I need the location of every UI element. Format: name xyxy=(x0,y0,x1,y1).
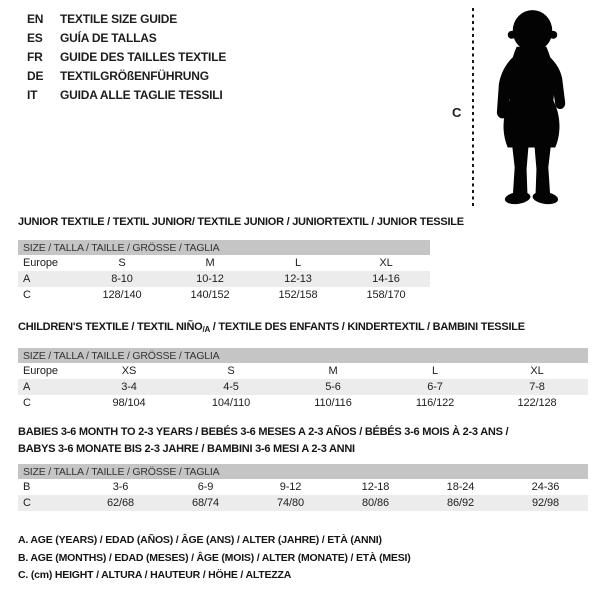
language-label: TEXTILE SIZE GUIDE xyxy=(60,11,178,26)
size-cell: S xyxy=(118,257,126,269)
height-cell: 140/152 xyxy=(190,289,230,301)
language-code: EN xyxy=(27,11,44,26)
age-cell: 6-7 xyxy=(427,381,443,393)
language-row-it: IT GUIDA ALLE TAGLIE TESSILI xyxy=(27,85,226,104)
height-cell: 86/92 xyxy=(446,497,475,509)
language-code: IT xyxy=(27,87,38,102)
height-measure-label: C xyxy=(452,105,462,120)
row-label: A xyxy=(23,381,31,393)
table-row-age: A 8-10 10-12 12-13 14-16 xyxy=(18,271,430,287)
table-row-height: C 62/68 68/74 74/80 80/86 86/92 92/98 xyxy=(18,495,588,511)
language-code: ES xyxy=(27,30,43,45)
size-cell: S xyxy=(227,365,235,377)
size-cell: XL xyxy=(530,365,544,377)
size-cell: XL xyxy=(379,257,393,269)
babies-title-line2: BABYS 3-6 MONATE BIS 2-3 JAHRE / BAMBINI… xyxy=(18,443,355,455)
height-cell: 92/98 xyxy=(531,497,560,509)
height-cell: 158/170 xyxy=(366,289,406,301)
height-cell: 110/116 xyxy=(314,397,352,409)
row-label: B xyxy=(23,481,31,493)
height-cell: 152/158 xyxy=(278,289,318,301)
table-row-age-months: B 3-6 6-9 9-12 12-18 18-24 24-36 xyxy=(18,479,588,495)
language-row-es: ES GUÍA DE TALLAS xyxy=(27,28,226,47)
age-cell: 10-12 xyxy=(196,273,224,285)
row-label: Europe xyxy=(23,365,58,377)
age-cell: 9-12 xyxy=(279,481,302,493)
junior-table-title: JUNIOR TEXTILE / TEXTIL JUNIOR/ TEXTILE … xyxy=(18,216,464,228)
footnotes: A. AGE (YEARS) / EDAD (AÑOS) / ÂGE (ANS)… xyxy=(18,532,411,585)
height-cell: 62/68 xyxy=(106,497,135,509)
age-cell: 7-8 xyxy=(529,381,545,393)
table-row-height: C 98/104 104/110 110/116 116/122 122/128 xyxy=(18,395,588,411)
size-header-row: SIZE / TALLA / TAILLE / GRÖSSE / TAGLIA xyxy=(18,348,588,363)
height-cell: 116/122 xyxy=(415,397,455,409)
table-row-europe: Europe XS S M L XL xyxy=(18,363,588,379)
age-cell: 12-13 xyxy=(284,273,312,285)
age-cell: 6-9 xyxy=(197,481,214,493)
size-cell: L xyxy=(294,257,302,269)
children-table-title: CHILDREN'S TEXTILE / TEXTIL NIÑO/A / TEX… xyxy=(18,321,525,334)
language-row-de: DE TEXTILGRÖßENFÜHRUNG xyxy=(27,66,226,85)
language-code: DE xyxy=(27,68,44,83)
babies-size-table: SIZE / TALLA / TAILLE / GRÖSSE / TAGLIA … xyxy=(18,464,588,511)
language-row-fr: FR GUIDE DES TAILLES TEXTILE xyxy=(27,47,226,66)
row-label: Europe xyxy=(23,257,58,269)
age-cell: 14-16 xyxy=(372,273,400,285)
height-cell: 98/104 xyxy=(112,397,146,409)
table-row-age: A 3-4 4-5 5-6 6-7 7-8 xyxy=(18,379,588,395)
age-cell: 12-18 xyxy=(361,481,390,493)
language-label: GUIDE DES TAILLES TEXTILE xyxy=(60,49,227,64)
footnote-age-months: B. AGE (MONTHS) / EDAD (MESES) / ÂGE (MO… xyxy=(18,551,411,564)
toddler-silhouette-icon xyxy=(496,10,566,205)
age-cell: 4-5 xyxy=(223,381,239,393)
language-label: TEXTILGRÖßENFÜHRUNG xyxy=(60,68,209,83)
age-cell: 24-36 xyxy=(531,481,560,493)
children-title-text: / TEXTILE DES ENFANTS / KINDERTEXTIL / B… xyxy=(209,321,525,333)
junior-size-table: SIZE / TALLA / TAILLE / GRÖSSE / TAGLIA … xyxy=(18,240,430,303)
footnote-age-years: A. AGE (YEARS) / EDAD (AÑOS) / ÂGE (ANS)… xyxy=(18,534,382,546)
height-cell: 80/86 xyxy=(361,497,390,509)
size-cell: M xyxy=(328,365,338,377)
height-measure-dotted-line xyxy=(472,8,474,208)
age-cell: 18-24 xyxy=(446,481,475,493)
age-cell: 8-10 xyxy=(111,273,133,285)
height-cell: 68/74 xyxy=(191,497,220,509)
language-list: EN TEXTILE SIZE GUIDE ES GUÍA DE TALLAS … xyxy=(27,9,226,104)
age-cell: 3-6 xyxy=(112,481,129,493)
children-title-text: CHILDREN'S TEXTILE / TEXTIL NIÑO xyxy=(18,321,203,333)
language-label: GUÍA DE TALLAS xyxy=(60,30,157,45)
height-cell: 128/140 xyxy=(102,289,142,301)
age-cell: 5-6 xyxy=(325,381,341,393)
children-title-subscript: /A xyxy=(202,325,210,334)
row-label: C xyxy=(23,397,31,409)
language-label: GUIDA ALLE TAGLIE TESSILI xyxy=(60,87,223,102)
height-cell: 122/128 xyxy=(517,397,557,409)
row-label: C xyxy=(23,289,31,301)
row-label: C xyxy=(23,497,31,509)
size-header-row: SIZE / TALLA / TAILLE / GRÖSSE / TAGLIA xyxy=(18,240,430,255)
footnote-height-cm: C. (cm) HEIGHT / ALTURA / HAUTEUR / HÖHE… xyxy=(18,569,292,581)
language-row-en: EN TEXTILE SIZE GUIDE xyxy=(27,9,226,28)
size-cell: XS xyxy=(121,365,137,377)
children-size-table: SIZE / TALLA / TAILLE / GRÖSSE / TAGLIA … xyxy=(18,348,588,411)
row-label: A xyxy=(23,273,31,285)
size-cell: L xyxy=(431,365,439,377)
babies-table-title: BABIES 3-6 MONTH TO 2-3 YEARS / BEBÉS 3-… xyxy=(18,424,509,458)
babies-title-line1: BABIES 3-6 MONTH TO 2-3 YEARS / BEBÉS 3-… xyxy=(18,426,509,438)
size-header-row: SIZE / TALLA / TAILLE / GRÖSSE / TAGLIA xyxy=(18,464,588,479)
table-row-height: C 128/140 140/152 152/158 158/170 xyxy=(18,287,430,303)
height-cell: 104/110 xyxy=(211,397,251,409)
age-cell: 3-4 xyxy=(121,381,137,393)
table-row-europe: Europe S M L XL xyxy=(18,255,430,271)
height-cell: 74/80 xyxy=(276,497,305,509)
language-code: FR xyxy=(27,49,43,64)
size-cell: M xyxy=(205,257,215,269)
